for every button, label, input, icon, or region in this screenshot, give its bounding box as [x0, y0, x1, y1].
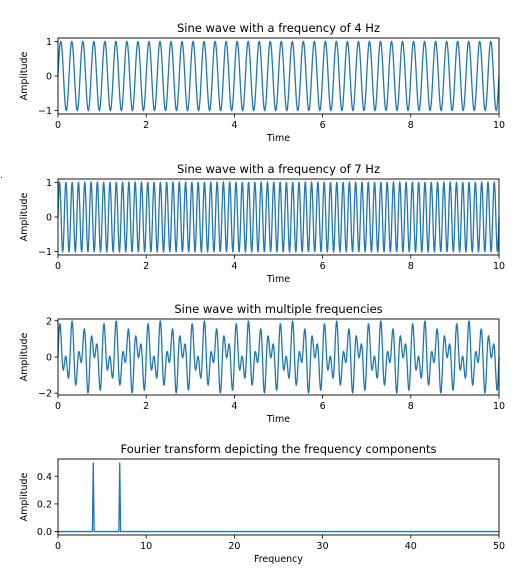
y-axis-label: Amplitude: [19, 193, 30, 242]
x-tick-label: 2: [143, 120, 149, 131]
axes-frame: [57, 458, 500, 536]
x-tick-label: 30: [317, 541, 329, 552]
x-tick-label: 8: [408, 401, 414, 412]
series-line: [57, 320, 500, 394]
chart-title: Sine wave with a frequency of 4 Hz: [177, 21, 380, 35]
x-tick-label: 10: [493, 120, 505, 131]
x-tick-label: 0: [55, 401, 61, 412]
x-tick-label: 50: [493, 541, 505, 552]
series-line: [57, 40, 500, 112]
x-tick-label: 4: [231, 401, 237, 412]
x-tick-label: 0: [55, 541, 61, 552]
subplot-4: 0 10 20 30 40 50 0.4 0.2 0.0 Fourier transform de…: [19, 442, 505, 565]
x-tick-label: 2: [143, 401, 149, 412]
x-tick-label: 8: [408, 120, 414, 131]
x-axis-label: Time: [266, 274, 290, 285]
x-tick-label: 0: [55, 120, 61, 131]
series-line: [57, 180, 500, 254]
x-tick-label: 10: [493, 261, 505, 272]
y-tick-label: 0.0: [37, 527, 52, 538]
y-tick-label: 0.2: [37, 499, 52, 510]
y-tick-label: 1: [46, 178, 52, 189]
y-tick-label: 0: [46, 353, 52, 364]
x-tick-label: 10: [140, 541, 152, 552]
y-tick-label: 1: [46, 37, 52, 48]
x-axis-label: Time: [266, 133, 290, 144]
y-tick-label: 0: [46, 213, 52, 224]
x-tick-label: 6: [320, 401, 326, 412]
y-tick-label: −2: [38, 389, 52, 400]
y-axis-label: Amplitude: [19, 52, 30, 101]
x-tick-label: 6: [320, 261, 326, 272]
x-tick-label: 2: [143, 261, 149, 272]
y-tick-label: 0: [46, 72, 52, 83]
x-tick-label: 4: [231, 120, 237, 131]
y-axis-label: Amplitude: [19, 333, 30, 382]
y-axis-label: Amplitude: [19, 473, 30, 522]
x-tick-label: 6: [320, 120, 326, 131]
chart-title: Sine wave with multiple frequencies: [174, 302, 382, 316]
y-tick-label: −1: [38, 247, 52, 258]
x-tick-label: 10: [493, 401, 505, 412]
x-axis-label: Time: [266, 414, 290, 425]
x-tick-label: 20: [228, 541, 240, 552]
y-tick-label: −1: [38, 106, 52, 117]
y-tick-label: 2: [46, 316, 52, 327]
x-tick-label: 0: [55, 261, 61, 272]
stray-mark: .: [0, 171, 3, 181]
x-tick-label: 40: [405, 541, 417, 552]
y-tick-label: 0.4: [37, 472, 52, 483]
x-tick-label: 4: [231, 261, 237, 272]
x-axis-label: Frequency: [254, 554, 303, 565]
chart-title: Fourier transform depicting the frequenc…: [121, 442, 437, 456]
x-tick-label: 8: [408, 261, 414, 272]
series-line: [58, 462, 499, 533]
chart-title: Sine wave with a frequency of 7 Hz: [177, 162, 380, 176]
